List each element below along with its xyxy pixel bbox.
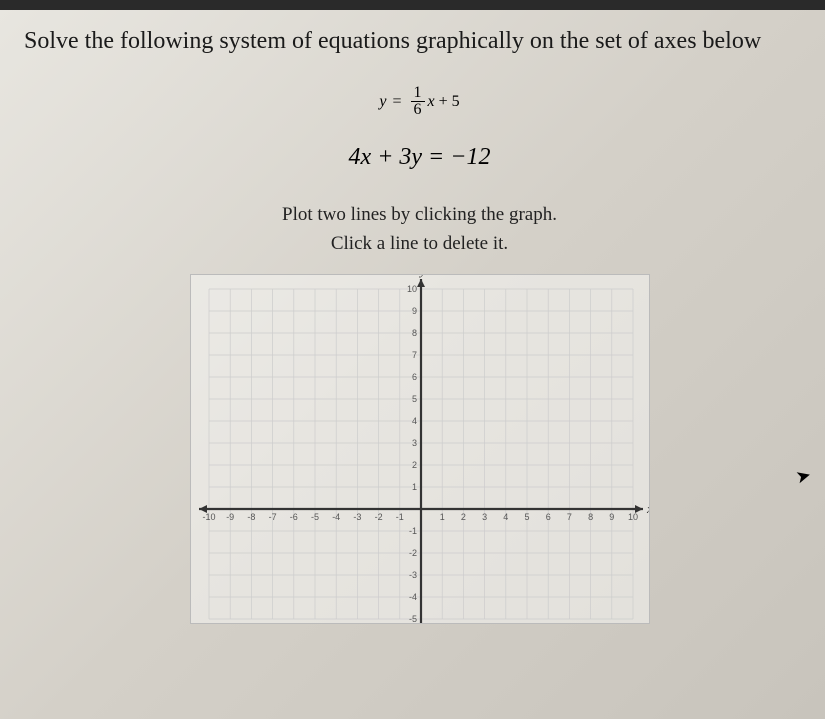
equation-2: 4x + 3y = −12 <box>24 144 815 171</box>
eq1-x: x <box>428 93 435 111</box>
equations-block: y = 1 6 x + 5 4x + 3y = −12 <box>24 85 815 171</box>
svg-text:-5: -5 <box>310 512 318 522</box>
coordinate-grid[interactable]: -10 -9 -8 -7 -6 -5 -4 -3 -2 -1 1 2 3 4 5 6 7 8 9 10 1 2 3 4 5 6 7 8… <box>190 274 650 624</box>
svg-text:1: 1 <box>411 482 416 492</box>
svg-text:5: 5 <box>524 512 529 522</box>
svg-text:-8: -8 <box>247 512 255 522</box>
svg-text:4: 4 <box>503 512 508 522</box>
svg-text:6: 6 <box>411 372 416 382</box>
eq1-fraction: 1 6 <box>411 85 425 118</box>
graph-instructions: Plot two lines by clicking the graph. Cl… <box>24 201 815 258</box>
svg-text:10: 10 <box>627 512 637 522</box>
svg-text:2: 2 <box>411 460 416 470</box>
svg-text:3: 3 <box>411 438 416 448</box>
eq1-denominator: 6 <box>411 102 425 118</box>
eq1-numerator: 1 <box>411 85 425 102</box>
svg-text:5: 5 <box>411 394 416 404</box>
window-top-bar <box>0 0 825 10</box>
svg-text:7: 7 <box>411 350 416 360</box>
page-content: Solve the following system of equations … <box>0 10 825 624</box>
eq1-equals: = <box>392 93 401 111</box>
svg-text:-9: -9 <box>226 512 234 522</box>
svg-text:-1: -1 <box>395 512 403 522</box>
eq1-const: + 5 <box>439 93 460 111</box>
svg-text:-6: -6 <box>289 512 297 522</box>
svg-text:7: 7 <box>566 512 571 522</box>
svg-text:8: 8 <box>411 328 416 338</box>
instruction-line-2: Click a line to delete it. <box>24 230 815 259</box>
svg-text:-2: -2 <box>374 512 382 522</box>
svg-text:-2: -2 <box>408 548 416 558</box>
instruction-line-1: Plot two lines by clicking the graph. <box>24 201 815 230</box>
svg-text:9: 9 <box>411 306 416 316</box>
equation-1: y = 1 6 x + 5 <box>24 85 815 118</box>
svg-text:2: 2 <box>460 512 465 522</box>
svg-text:-10: -10 <box>202 512 215 522</box>
graph-container: -10 -9 -8 -7 -6 -5 -4 -3 -2 -1 1 2 3 4 5 6 7 8 9 10 1 2 3 4 5 6 7 8… <box>24 274 815 624</box>
svg-text:-3: -3 <box>408 570 416 580</box>
svg-text:6: 6 <box>545 512 550 522</box>
svg-text:-4: -4 <box>408 592 416 602</box>
svg-text:3: 3 <box>482 512 487 522</box>
svg-text:10: 10 <box>406 284 416 294</box>
question-text: Solve the following system of equations … <box>24 28 815 55</box>
svg-text:1: 1 <box>439 512 444 522</box>
svg-text:-3: -3 <box>353 512 361 522</box>
svg-text:-5: -5 <box>408 614 416 624</box>
svg-text:-4: -4 <box>332 512 340 522</box>
svg-text:9: 9 <box>609 512 614 522</box>
svg-text:-1: -1 <box>408 526 416 536</box>
svg-text:-7: -7 <box>268 512 276 522</box>
eq1-lhs: y <box>379 93 386 111</box>
svg-text:8: 8 <box>588 512 593 522</box>
eq2-text: 4x + 3y = −12 <box>349 144 491 170</box>
svg-text:y: y <box>418 274 426 278</box>
svg-text:4: 4 <box>411 416 416 426</box>
svg-text:x: x <box>646 501 650 516</box>
